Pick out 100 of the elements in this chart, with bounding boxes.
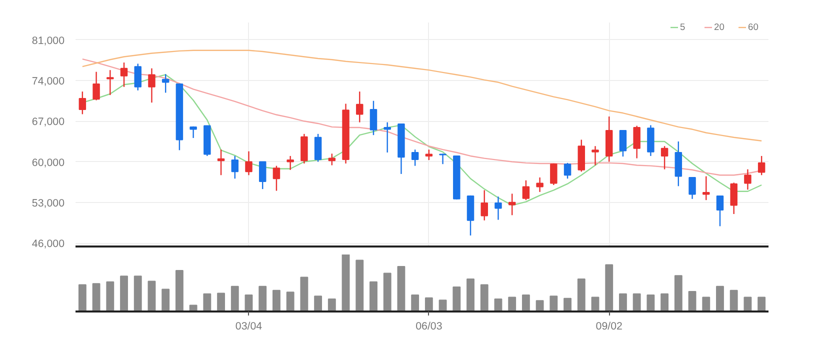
candlestick bbox=[78, 90, 86, 115]
candlestick bbox=[522, 180, 530, 201]
bar bbox=[660, 293, 669, 312]
y-tick-label: 60,000 bbox=[32, 156, 65, 169]
candlestick bbox=[744, 168, 752, 190]
bar bbox=[564, 298, 572, 312]
candlestick bbox=[300, 133, 308, 164]
candlestick bbox=[384, 122, 391, 154]
candlestick bbox=[245, 150, 252, 176]
y-tick-label: 53,000 bbox=[32, 197, 65, 210]
bar bbox=[272, 290, 280, 312]
candlestick bbox=[356, 90, 364, 123]
y-tick-label: 67,000 bbox=[32, 116, 65, 128]
y-tick-label: 46,000 bbox=[32, 238, 65, 250]
bar bbox=[134, 276, 142, 312]
bar bbox=[646, 294, 655, 312]
bar bbox=[300, 276, 308, 312]
bar bbox=[370, 281, 378, 312]
bar bbox=[605, 264, 614, 312]
candlestick bbox=[411, 148, 419, 166]
bar bbox=[688, 291, 696, 312]
candlestick bbox=[92, 71, 100, 101]
candlestick bbox=[148, 68, 156, 104]
candlestick bbox=[217, 148, 225, 176]
candlestick bbox=[258, 161, 266, 190]
bar bbox=[550, 296, 558, 312]
candlestick bbox=[272, 165, 280, 192]
candlestick bbox=[162, 74, 170, 94]
legend-label: 60 bbox=[748, 22, 760, 32]
bar bbox=[383, 272, 392, 312]
bar bbox=[92, 283, 100, 312]
x-tick-label: 09/02 bbox=[596, 320, 623, 332]
candlestick bbox=[633, 125, 640, 159]
bar bbox=[466, 278, 474, 312]
bar bbox=[328, 298, 336, 312]
candlestick bbox=[536, 176, 544, 193]
bar bbox=[356, 260, 364, 312]
candlestick bbox=[106, 69, 114, 96]
candlestick bbox=[508, 193, 516, 216]
candlestick bbox=[758, 155, 766, 176]
candlestick bbox=[480, 190, 488, 221]
bar bbox=[674, 275, 682, 312]
bar bbox=[744, 296, 752, 312]
bar bbox=[577, 278, 586, 312]
candlestick bbox=[439, 153, 446, 165]
y-tick-label: 81,000 bbox=[32, 34, 65, 47]
bar bbox=[730, 290, 738, 312]
candlestick bbox=[592, 146, 599, 166]
line-series bbox=[82, 50, 762, 142]
bar bbox=[508, 296, 516, 312]
y-tick-label: 74,000 bbox=[32, 76, 65, 88]
candlestick bbox=[564, 162, 572, 180]
bar bbox=[314, 296, 322, 312]
candlestick bbox=[120, 62, 128, 88]
candlestick bbox=[134, 63, 142, 91]
bar bbox=[106, 281, 114, 312]
candlestick bbox=[688, 176, 696, 200]
bar bbox=[286, 292, 294, 312]
bar bbox=[230, 286, 239, 312]
candlestick bbox=[328, 153, 336, 166]
candlestick bbox=[660, 146, 668, 170]
candlestick bbox=[286, 155, 294, 170]
bar bbox=[397, 266, 406, 312]
bar bbox=[78, 284, 86, 312]
candlestick bbox=[702, 176, 710, 201]
bar bbox=[175, 270, 184, 312]
candlestick bbox=[370, 100, 378, 136]
bar bbox=[758, 296, 766, 312]
bar bbox=[148, 280, 156, 312]
bar bbox=[203, 293, 212, 312]
x-tick-label: 03/04 bbox=[235, 320, 262, 332]
candlestick bbox=[674, 140, 682, 187]
candlestick bbox=[494, 196, 502, 220]
bar bbox=[438, 300, 447, 312]
candlestick bbox=[716, 195, 724, 227]
bar bbox=[632, 293, 641, 312]
candlestick bbox=[730, 182, 738, 215]
candlestick bbox=[425, 148, 433, 161]
bar bbox=[244, 294, 253, 312]
candlestick bbox=[578, 139, 586, 172]
bar bbox=[411, 294, 420, 312]
legend-label: 20 bbox=[714, 22, 726, 32]
bar bbox=[452, 286, 461, 312]
bar bbox=[702, 296, 710, 312]
candlestick bbox=[314, 133, 322, 162]
legend-label: 5 bbox=[680, 22, 686, 32]
bar bbox=[342, 254, 350, 312]
candlestick bbox=[619, 130, 627, 158]
candlestick bbox=[231, 155, 239, 180]
bar bbox=[189, 304, 198, 312]
bar bbox=[424, 297, 433, 312]
bar bbox=[522, 294, 530, 312]
bar bbox=[162, 288, 170, 312]
bar bbox=[619, 293, 627, 312]
bar bbox=[217, 292, 225, 312]
x-tick-label: 06/03 bbox=[416, 320, 442, 332]
bar bbox=[258, 286, 267, 312]
candlestick bbox=[647, 124, 654, 157]
bar bbox=[536, 300, 544, 312]
candlestick bbox=[550, 162, 558, 186]
